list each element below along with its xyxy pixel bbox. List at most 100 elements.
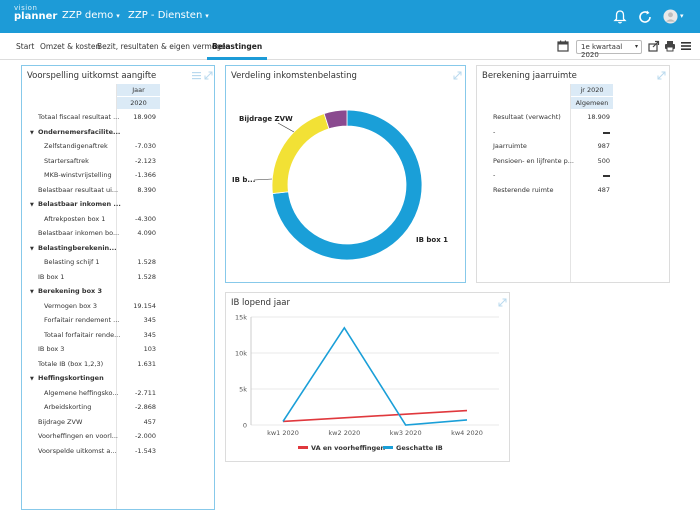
row-value: -7.030: [135, 142, 156, 150]
row-label: Algemene heffingsko...: [44, 388, 119, 397]
donut-slice[interactable]: [272, 109, 423, 261]
row-value: 457: [143, 417, 156, 426]
series-line[interactable]: [282, 326, 468, 426]
active-tab-indicator: [207, 57, 267, 60]
row-label[interactable]: Belastbaar inkomen ...: [38, 200, 121, 208]
company-menu[interactable]: ZZP demo ▾: [62, 10, 120, 21]
row-label[interactable]: Belastingberekenin...: [38, 243, 117, 252]
panel-voorspelling: Voorspelling uitkomst aangifte Jaar 2020…: [21, 65, 215, 510]
row-value: 18.909: [587, 113, 610, 121]
expand-icon[interactable]: [453, 71, 462, 80]
row-value: 345: [143, 316, 156, 324]
line-chart: 0 5k 10k 15k kw1 2020 kw2 2020 kw3 2020 kw4 202…: [235, 314, 499, 452]
row-label[interactable]: Heffingskortingen: [38, 374, 104, 382]
row-label[interactable]: Berekening box 3: [38, 287, 103, 295]
row-label: Resterende ruimte: [493, 185, 554, 194]
empty-value-dash: [603, 175, 610, 177]
logo-line1: vision: [14, 4, 38, 12]
row-label: Vermogen box 3: [44, 301, 98, 310]
row-label: Aftrekposten box 1: [44, 214, 106, 223]
panel-title: Berekening jaarruimte: [482, 71, 577, 81]
expand-icon[interactable]: [204, 71, 213, 80]
donut-slice[interactable]: [271, 113, 330, 195]
column-header-jr: jr 2020: [571, 84, 613, 96]
list-icon[interactable]: [192, 71, 201, 80]
bell-icon[interactable]: [612, 9, 628, 25]
calendar-icon[interactable]: [557, 40, 569, 52]
collapse-toggle-icon[interactable]: ▼: [30, 202, 34, 208]
label-leader-line: [277, 122, 295, 133]
row-value: -2.000: [135, 432, 156, 440]
collapse-toggle-icon[interactable]: ▼: [30, 376, 34, 382]
row-value: -1.366: [135, 171, 156, 179]
tab-bezit-resultaten[interactable]: Bezit, resultaten & eigen vermogen: [97, 42, 231, 51]
row-label: -: [493, 127, 496, 136]
collapse-toggle-icon[interactable]: ▼: [30, 245, 34, 252]
row-label: Arbeidskorting: [44, 403, 92, 411]
app-logo[interactable]: vision planner: [14, 5, 57, 22]
column-header-jaar: Jaar: [117, 84, 160, 96]
row-value: 500: [597, 156, 610, 165]
x-tick-label: kw4 2020: [451, 429, 483, 437]
row-value: 103: [143, 345, 156, 353]
row-value: -1.543: [135, 446, 156, 455]
series-line[interactable]: [282, 409, 468, 423]
export-icon[interactable]: [648, 40, 660, 52]
row-value: -2.123: [135, 156, 156, 165]
row-value: 345: [143, 330, 156, 339]
row-value: 487: [597, 185, 610, 194]
row-label: Pensioen- en lijfrente p...: [493, 156, 574, 165]
legend-label[interactable]: Geschatte IB: [396, 444, 443, 452]
row-label: Totaal fiscaal resultaat ...: [38, 113, 120, 121]
menu-icon[interactable]: [680, 40, 692, 52]
row-label: Zelfstandigenaftrek: [44, 142, 108, 150]
refresh-icon[interactable]: [637, 9, 653, 25]
row-label: Totaal forfaitair rende...: [44, 330, 121, 339]
row-label: Forfaitair rendement ...: [44, 316, 120, 324]
print-icon[interactable]: [664, 40, 676, 52]
caret-down-icon: ▾: [205, 12, 209, 20]
panel-verdeling: Verdeling inkomstenbelasting Bijdrage ZV…: [225, 65, 466, 283]
row-value: 1.528: [137, 272, 156, 281]
empty-value-dash: [603, 131, 610, 134]
label-leader-line: [253, 178, 273, 181]
row-value: -4.300: [135, 214, 156, 223]
collapse-toggle-icon[interactable]: ▼: [30, 129, 34, 136]
tab-belastingen[interactable]: Belastingen: [212, 42, 263, 51]
row-value: -2.711: [135, 388, 156, 397]
caret-down-icon: ▾: [634, 43, 638, 50]
scenario-menu[interactable]: ZZP - Diensten ▾: [128, 10, 209, 21]
row-label: Resultaat (verwacht): [493, 113, 561, 121]
tab-omzet-kosten[interactable]: Omzet & kosten: [40, 42, 101, 51]
user-avatar-icon[interactable]: [663, 9, 678, 24]
x-tick-label: kw3 2020: [390, 429, 422, 437]
row-label: Jaarruimte: [493, 142, 527, 150]
donut-slice[interactable]: [323, 109, 348, 130]
row-label: Startersaftrek: [44, 156, 89, 165]
logo-line2: planner: [14, 11, 58, 22]
expand-icon[interactable]: [657, 71, 666, 80]
panel-title: Voorspelling uitkomst aangifte: [27, 71, 157, 81]
collapse-toggle-icon[interactable]: ▼: [30, 289, 34, 295]
row-label: Bijdrage ZVW: [38, 417, 83, 426]
y-tick-label: 0: [243, 422, 247, 430]
row-label: -: [493, 171, 496, 179]
row-label: Belastbaar inkomen bo...: [38, 229, 120, 237]
user-menu-caret-icon[interactable]: ▾: [680, 12, 684, 20]
scenario-menu-label: ZZP - Diensten: [128, 10, 203, 21]
row-label: Belastbaar resultaat ui...: [38, 185, 119, 194]
row-value: -2.868: [135, 403, 156, 411]
tab-start[interactable]: Start: [16, 42, 35, 51]
row-value: 19.154: [133, 301, 156, 310]
period-select[interactable]: 1e kwartaal 2020 ▾: [576, 40, 642, 59]
row-label[interactable]: Ondernemersfacilite...: [38, 127, 121, 136]
row-label: Voorspelde uitkomst a...: [38, 446, 117, 455]
panel-ib-lopend: IB lopend jaar 0 5k 10k 15k kw1 2020 kw2 2020…: [225, 292, 510, 462]
row-value: 1.528: [137, 258, 156, 266]
period-select-value: 1e kwartaal 2020: [581, 43, 623, 59]
donut-chart: Bijdrage ZVW IB b... IB box 1: [232, 109, 448, 261]
expand-icon[interactable]: [498, 298, 507, 307]
column-header-algemeen: Algemeen: [571, 97, 613, 109]
slice-label: IB b...: [232, 176, 255, 184]
legend-label[interactable]: VA en voorheffingen: [311, 444, 386, 452]
